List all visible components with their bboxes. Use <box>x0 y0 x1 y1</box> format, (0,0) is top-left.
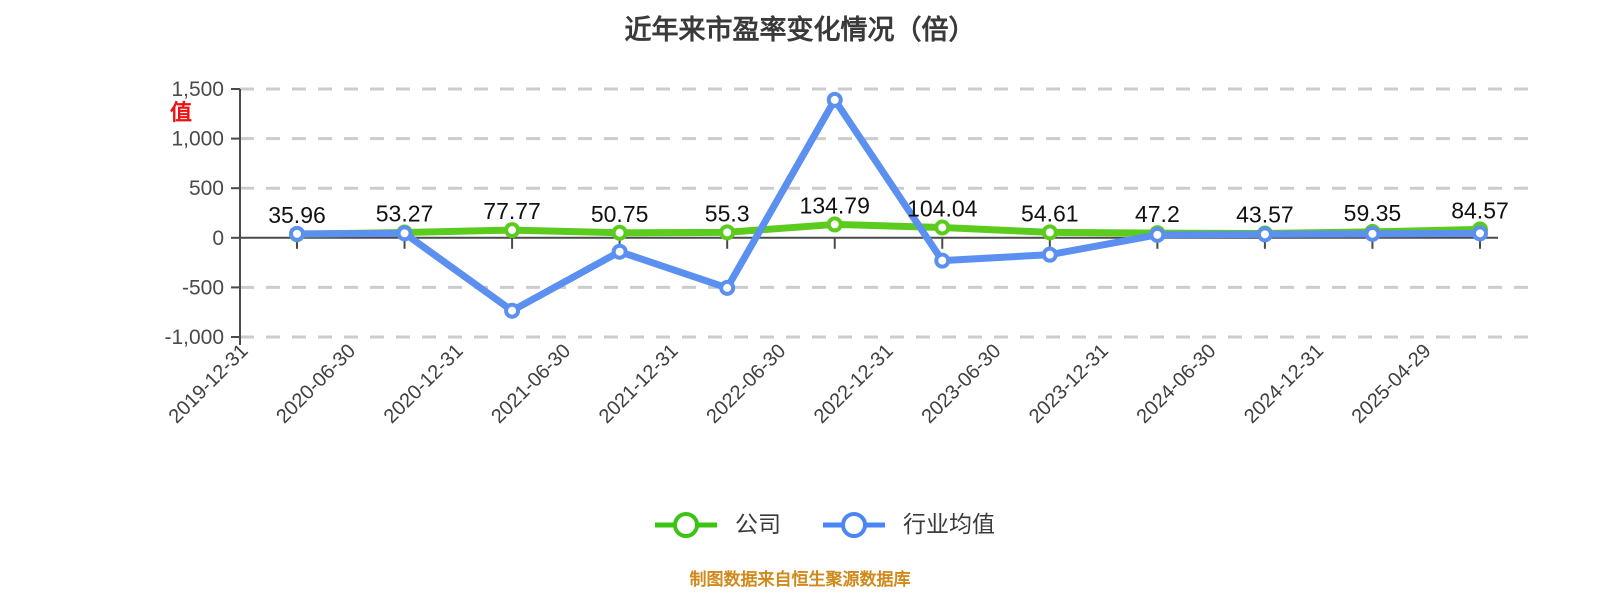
series-lines-group <box>293 96 1484 315</box>
data-point-marker[interactable] <box>504 302 521 319</box>
chart-title: 近年来市盈率变化情况（倍） <box>624 15 976 45</box>
x-axis-tick-label: 2025-04-29 <box>1348 340 1436 428</box>
data-point-marker[interactable] <box>1041 246 1058 263</box>
legend-marker <box>841 512 867 538</box>
legend-item-industry-average[interactable]: 行业均值 <box>823 511 995 538</box>
data-point-marker[interactable] <box>1149 226 1166 243</box>
y-axis-ticks-group: 1,500 1,000 500 0 -500 -1,000 <box>164 78 240 349</box>
data-point-marker[interactable] <box>826 216 843 233</box>
data-point-marker[interactable] <box>1472 225 1488 242</box>
legend-label: 公司 <box>735 511 781 537</box>
y-axis-tick-label: 1,500 <box>171 78 224 101</box>
x-axis-tick-label: 2021-06-30 <box>487 340 575 428</box>
x-axis-tick-label: 2020-12-31 <box>380 340 468 428</box>
legend-item-company[interactable]: 公司 <box>655 511 781 538</box>
data-point-marker[interactable] <box>1364 225 1381 242</box>
data-point-marker[interactable] <box>826 91 843 108</box>
data-point-value-label: 43.57 <box>1236 201 1294 227</box>
series-line-industry <box>293 96 1484 315</box>
data-point-marker[interactable] <box>504 222 521 239</box>
y-axis-tick-label: 500 <box>189 177 224 200</box>
series-points-group <box>289 91 1488 319</box>
data-point-value-label: 35.96 <box>268 202 326 228</box>
data-point-marker[interactable] <box>611 224 628 241</box>
legend-label: 行业均值 <box>903 511 995 537</box>
data-point-marker[interactable] <box>719 279 736 296</box>
data-point-value-label: 50.75 <box>591 201 649 227</box>
x-axis-tick-label: 2024-06-30 <box>1133 340 1221 428</box>
data-point-value-label: 77.77 <box>483 198 541 224</box>
data-point-marker[interactable] <box>289 225 305 242</box>
data-point-marker[interactable] <box>1256 226 1273 243</box>
y-axis-tick-label: -1,000 <box>164 326 224 349</box>
x-axis-tick-label: 2022-06-30 <box>702 340 790 428</box>
data-point-marker[interactable] <box>1041 224 1058 241</box>
data-point-marker[interactable] <box>719 224 736 241</box>
data-point-marker[interactable] <box>396 225 413 242</box>
y-axis-tick-label: 1,000 <box>171 128 224 151</box>
x-axis-tick-label: 2023-12-31 <box>1025 340 1113 428</box>
watermark-stamp: 值 <box>170 100 193 125</box>
x-axis-tick-label: 2023-06-30 <box>917 340 1005 428</box>
data-point-marker[interactable] <box>934 219 951 236</box>
x-axis-tick-label: 2020-06-30 <box>272 340 360 428</box>
legend-marker <box>673 512 699 538</box>
data-point-value-label: 84.57 <box>1451 197 1509 223</box>
x-axis-tick-label: 2021-12-31 <box>595 340 683 428</box>
data-point-value-label: 55.3 <box>705 200 750 226</box>
x-axis-ticks-group: 2019-12-31 2020-06-30 2020-12-31 2021-06-30… <box>165 237 1481 428</box>
chart-footnote: 制图数据来自恒生聚源数据库 <box>689 570 911 589</box>
y-axis-tick-label: -500 <box>182 276 224 299</box>
data-point-value-label: 59.35 <box>1344 200 1402 226</box>
y-axis-tick-label: 0 <box>212 227 224 250</box>
data-point-value-label: 53.27 <box>376 201 434 227</box>
point-value-labels-group: 35.96 53.27 77.77 50.75 55.3 134.79 104.04 54.6… <box>268 192 1509 228</box>
data-point-value-label: 47.2 <box>1135 201 1180 227</box>
gridlines-group <box>239 87 1540 345</box>
data-point-marker[interactable] <box>611 243 628 260</box>
data-point-value-label: 134.79 <box>800 192 870 218</box>
chart-legend[interactable]: 公司 行业均值 <box>655 511 995 538</box>
x-axis-tick-label: 2022-12-31 <box>810 340 898 428</box>
data-point-marker[interactable] <box>934 252 951 269</box>
data-point-value-label: 54.61 <box>1021 200 1079 226</box>
data-point-value-label: 104.04 <box>907 195 978 221</box>
x-axis-tick-label: 2019-12-31 <box>165 340 253 428</box>
x-axis-tick-label: 2024-12-31 <box>1240 340 1328 428</box>
